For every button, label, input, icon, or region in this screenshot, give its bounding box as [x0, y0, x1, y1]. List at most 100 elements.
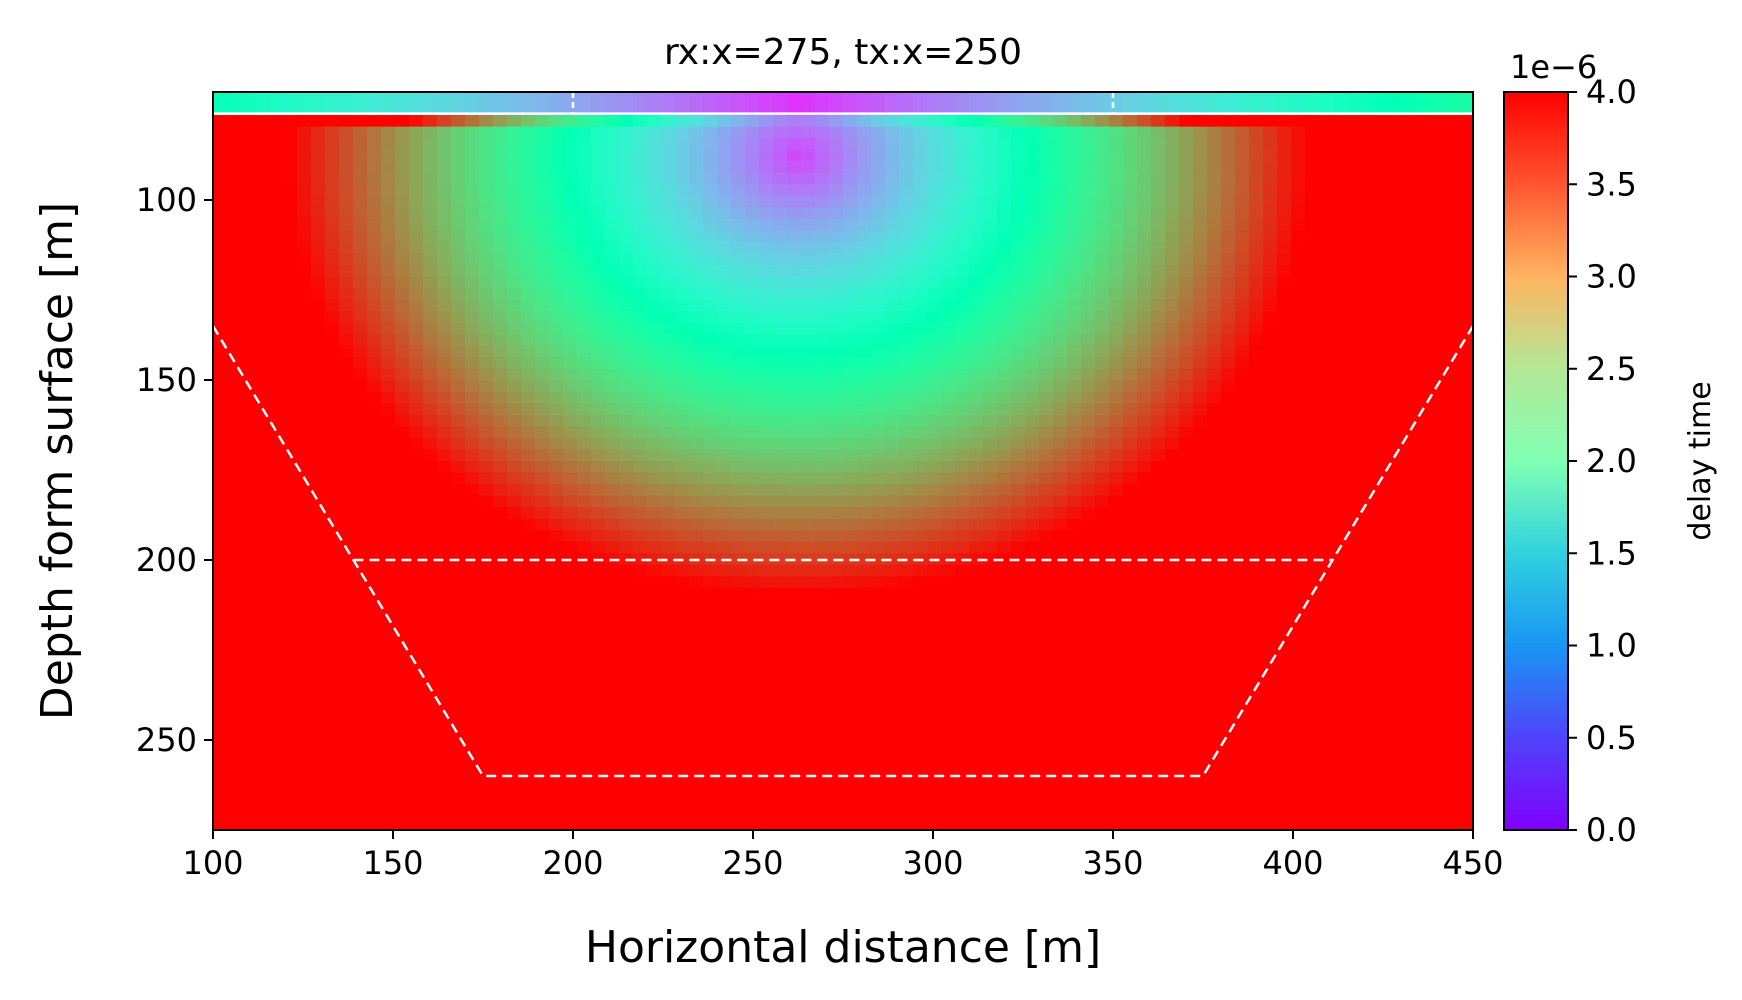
heatmap-cell — [325, 426, 340, 439]
heatmap-cell — [871, 484, 886, 497]
heatmap-cell — [381, 253, 396, 266]
heatmap-cell — [269, 195, 284, 208]
heatmap-cell — [1333, 518, 1348, 531]
heatmap-cell — [283, 218, 298, 231]
heatmap-cell — [521, 264, 536, 278]
heatmap-cell — [689, 345, 704, 358]
heatmap-cell — [1193, 564, 1208, 577]
heatmap-cell — [759, 622, 774, 635]
heatmap-cell — [647, 218, 662, 231]
heatmap-cell — [969, 622, 984, 635]
heatmap-cell — [535, 276, 550, 289]
heatmap-cell — [955, 276, 970, 289]
heatmap-cell — [1249, 253, 1264, 266]
heatmap-cell — [381, 92, 396, 105]
heatmap-cell — [1179, 230, 1194, 243]
heatmap-cell — [465, 334, 480, 347]
heatmap-cell — [871, 172, 886, 185]
heatmap-cell — [353, 426, 368, 439]
heatmap-cell — [269, 668, 284, 681]
heatmap-cell — [731, 726, 746, 739]
heatmap-cell — [941, 564, 956, 577]
heatmap-cell — [297, 218, 312, 231]
heatmap-cell — [913, 195, 928, 208]
heatmap-cell — [1389, 299, 1404, 312]
heatmap-cell — [1389, 610, 1404, 624]
heatmap-cell — [675, 691, 690, 704]
heatmap-cell — [507, 437, 522, 451]
heatmap-cell — [353, 726, 368, 739]
heatmap-cell — [409, 288, 424, 301]
heatmap-cell — [675, 633, 690, 647]
heatmap-cell — [1333, 230, 1348, 243]
heatmap-cell — [1291, 495, 1306, 508]
heatmap-cell — [1417, 622, 1432, 635]
heatmap-cell — [1109, 161, 1124, 174]
heatmap-cell — [255, 657, 270, 670]
heatmap-cell — [507, 207, 522, 220]
heatmap-cell — [1291, 357, 1306, 370]
heatmap-cell — [563, 495, 578, 508]
heatmap-cell — [325, 391, 340, 404]
heatmap-cell — [1389, 518, 1404, 531]
heatmap-cell — [1333, 172, 1348, 185]
heatmap-cell — [213, 149, 228, 162]
heatmap-cell — [661, 391, 676, 404]
heatmap-cell — [1305, 403, 1320, 416]
heatmap-cell — [409, 334, 424, 347]
heatmap-cell — [1389, 264, 1404, 278]
heatmap-cell — [941, 680, 956, 693]
heatmap-cell — [549, 726, 564, 739]
heatmap-cell — [353, 253, 368, 266]
heatmap-cell — [563, 657, 578, 670]
heatmap-cell — [1361, 530, 1376, 543]
heatmap-cell — [353, 668, 368, 681]
heatmap-cell — [717, 115, 732, 128]
heatmap-cell — [1263, 149, 1278, 162]
heatmap-cell — [1319, 161, 1334, 174]
heatmap-cell — [619, 184, 634, 197]
heatmap-cell — [1235, 495, 1250, 508]
heatmap-cell — [1179, 576, 1194, 589]
heatmap-cell — [479, 426, 494, 439]
heatmap-cell — [619, 610, 634, 624]
heatmap-cell — [1291, 414, 1306, 428]
heatmap-cell — [535, 322, 550, 335]
heatmap-cell — [1053, 345, 1068, 358]
heatmap-cell — [1445, 599, 1460, 612]
heatmap-cell — [1305, 714, 1320, 727]
heatmap-cell — [871, 345, 886, 358]
heatmap-cell — [759, 276, 774, 289]
heatmap-cell — [1095, 403, 1110, 416]
heatmap-cell — [843, 437, 858, 451]
heatmap-cell — [1193, 380, 1208, 393]
heatmap-cell — [689, 530, 704, 543]
heatmap-cell — [1123, 230, 1138, 243]
heatmap-cell — [1305, 564, 1320, 577]
heatmap-cell — [731, 334, 746, 347]
heatmap-cell — [1151, 714, 1166, 727]
heatmap-cell — [857, 184, 872, 197]
heatmap-cell — [423, 195, 438, 208]
heatmap-cell — [479, 264, 494, 278]
heatmap-cell — [745, 461, 760, 474]
heatmap-cell — [507, 507, 522, 520]
heatmap-cell — [409, 172, 424, 185]
heatmap-cell — [1137, 161, 1152, 174]
heatmap-cell — [1053, 334, 1068, 347]
heatmap-cell — [353, 264, 368, 278]
heatmap-cell — [535, 668, 550, 681]
heatmap-cell — [1221, 553, 1236, 566]
heatmap-cell — [633, 633, 648, 647]
heatmap-cell — [1319, 714, 1334, 727]
heatmap-cell — [1081, 195, 1096, 208]
heatmap-cell — [577, 576, 592, 589]
heatmap-cell — [1249, 92, 1264, 105]
heatmap-cell — [1235, 357, 1250, 370]
heatmap-cell — [661, 714, 676, 727]
heatmap-cell — [1165, 241, 1180, 255]
heatmap-cell — [913, 449, 928, 462]
heatmap-cell — [899, 207, 914, 220]
heatmap-cell — [297, 241, 312, 255]
heatmap-cell — [1417, 484, 1432, 497]
